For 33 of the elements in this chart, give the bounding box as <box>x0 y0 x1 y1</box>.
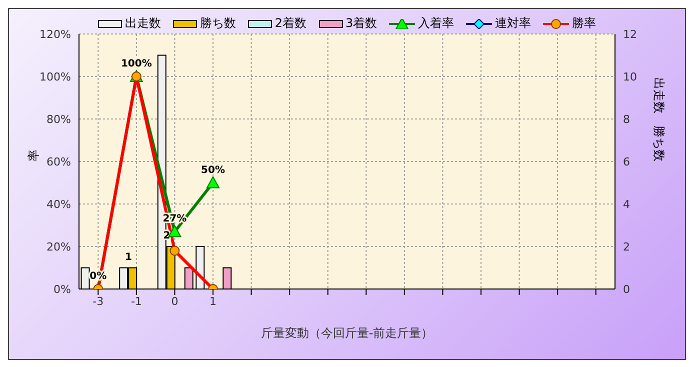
y-tick-label: 120% <box>40 28 71 41</box>
legend-label: 勝ち数 <box>200 15 236 32</box>
y2-tick-label: 6 <box>623 155 630 168</box>
x-tick-label: -1 <box>130 294 142 308</box>
point <box>168 225 182 238</box>
legend-label: 入着率 <box>418 15 454 32</box>
y2-tick-label: 4 <box>623 198 630 211</box>
y2-tick-label: 12 <box>623 28 637 41</box>
y-tick-label: 80% <box>46 112 71 126</box>
x-axis-title: 斤量変動（今回斤量-前走斤量） <box>260 326 434 340</box>
point <box>206 176 220 188</box>
legend-label: 2着数 <box>274 15 306 32</box>
y-tick-label: 60% <box>46 155 71 168</box>
legend-label: 出走数 <box>124 15 161 32</box>
data-label: 1 <box>124 252 132 263</box>
legend-label: 勝率 <box>572 15 596 32</box>
y2-tick-label: 0 <box>623 282 630 296</box>
y2-tick-label: 8 <box>623 112 630 126</box>
y-tick-label: 100% <box>40 70 71 84</box>
data-label: 100% <box>120 58 152 70</box>
y2-tick-label: 2 <box>623 240 630 254</box>
y-tick-label: 0% <box>54 282 71 296</box>
y-axis-title: 率 <box>26 150 40 162</box>
y2-axis-title: 出走数 勝ち数 <box>652 78 666 162</box>
y2-tick-label: 10 <box>623 70 637 84</box>
x-tick-label: 1 <box>210 294 216 308</box>
y-tick-label: 20% <box>46 240 71 254</box>
x-tick-label: -3 <box>92 294 104 308</box>
legend-label: 連対率 <box>495 15 532 32</box>
data-label: 50% <box>201 164 225 176</box>
y-tick-label: 40% <box>46 198 71 211</box>
legend-label: 3着数 <box>346 15 378 32</box>
x-tick-label: 0 <box>171 294 178 308</box>
